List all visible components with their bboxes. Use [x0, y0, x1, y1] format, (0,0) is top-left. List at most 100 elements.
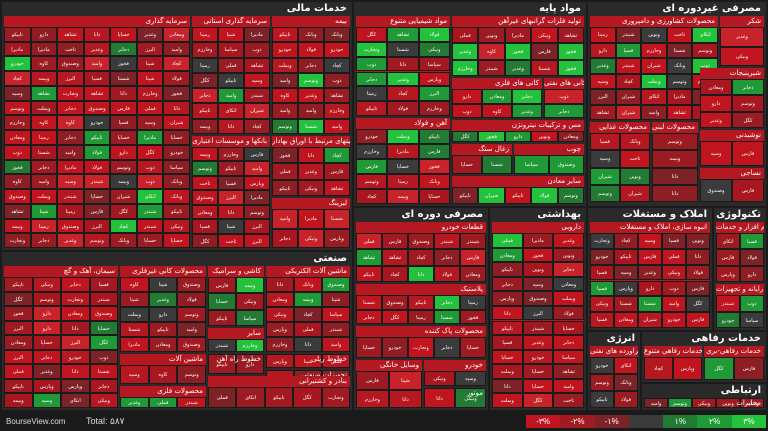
stock-tile[interactable]: شستا — [30, 144, 58, 160]
stock-tile[interactable]: شستا — [120, 322, 149, 337]
stock-tile[interactable]: تاپیکو — [4, 378, 33, 394]
stock-tile[interactable]: کچاد — [324, 147, 350, 164]
stock-tile[interactable]: البرز — [590, 89, 616, 105]
stock-tile[interactable]: سپاسا — [236, 309, 264, 326]
stock-tile[interactable]: وبانک — [163, 174, 190, 190]
stock-tile[interactable]: دانا — [492, 378, 523, 394]
stock-tile[interactable]: شبندر — [615, 27, 642, 43]
stock-tile[interactable]: وپارس — [418, 71, 450, 87]
stock-tile[interactable]: وغدیر — [720, 27, 764, 47]
stock-tile[interactable]: فولاد — [418, 27, 450, 42]
stock-tile[interactable]: فولاد — [531, 187, 558, 204]
stock-tile[interactable]: وسپه — [244, 72, 270, 89]
stock-tile[interactable]: کچاد — [644, 357, 673, 380]
stock-tile[interactable]: وبانک — [614, 374, 638, 391]
stock-tile[interactable]: وتوسم — [192, 161, 218, 176]
industry-roads[interactable]: تاپیکو دارو خطوط راه آهن — [208, 354, 264, 374]
industry-sugar[interactable]: وغدیر ونیکی شکر — [720, 16, 764, 66]
stock-tile[interactable]: شبندر — [177, 397, 206, 408]
stock-tile[interactable]: ذوب — [136, 174, 164, 190]
stock-tile[interactable]: وبملت — [553, 291, 584, 306]
stock-tile[interactable]: البرز — [244, 219, 270, 234]
stock-tile[interactable]: شبندر — [89, 291, 118, 307]
industry-pharma[interactable]: فملی مادیرا وغدیر ومعادن فخوز ونوین تاپیکو ونوی… — [492, 222, 584, 408]
stock-tile[interactable]: شستا — [434, 309, 460, 324]
stock-tile[interactable]: فملی — [322, 354, 350, 368]
industry-hardware[interactable]: شبندر ذوب خودرو سپاسا رایانه و تجهیزات — [716, 284, 764, 328]
stock-tile[interactable]: فولاد — [553, 305, 584, 321]
stock-tile[interactable]: فسپا — [492, 335, 523, 350]
stock-tile[interactable]: شپنا — [294, 354, 322, 368]
stock-tile[interactable]: وغدیر — [120, 397, 149, 408]
sector-energy[interactable]: انرژی خودرو اتکای وتوسم وبانک تاپیکو فولاد فراو… — [588, 332, 640, 410]
stock-tile[interactable]: خودرو — [61, 349, 90, 365]
stock-tile[interactable]: مادیرا — [136, 130, 164, 145]
stock-tile[interactable]: وخارزم — [266, 337, 294, 352]
stock-tile[interactable]: وبملت — [492, 364, 523, 379]
stock-tile[interactable]: فارس — [382, 233, 408, 250]
stock-tile[interactable]: ثاخت — [57, 41, 84, 57]
stock-tile[interactable]: وخارزم — [356, 389, 389, 408]
stock-tile[interactable]: دجابر — [553, 262, 584, 277]
stock-tile[interactable]: وخارزم — [641, 42, 667, 58]
stock-tile[interactable]: فولاد — [686, 264, 710, 281]
stock-tile[interactable]: مادیرا — [30, 41, 58, 57]
stock-tile[interactable]: دانا — [61, 320, 90, 336]
stock-tile[interactable]: کگل — [89, 335, 118, 350]
sector-telecom[interactable]: ارتباطی وامید وتوسم ونیکی ونوین وبملت مخابرات — [642, 384, 766, 410]
stock-tile[interactable]: کاوه — [30, 115, 58, 131]
stock-tile[interactable]: ثشاهد — [553, 364, 584, 379]
stock-tile[interactable]: رمپنا — [387, 174, 419, 189]
stock-tile[interactable]: وغدیر — [522, 335, 554, 350]
industry-agri[interactable]: رمپنا شبندر ونوین ثاخت اتکای دارو فسپا وخارزم شس… — [590, 16, 718, 120]
stock-tile[interactable]: شپنا — [218, 219, 244, 234]
stock-tile[interactable]: ومعادن — [61, 306, 90, 321]
stock-tile[interactable]: کگل — [293, 387, 322, 408]
stock-tile[interactable]: شستا — [387, 41, 419, 57]
stock-tile[interactable]: وسپه — [455, 371, 486, 386]
stock-tile[interactable]: شستا — [324, 209, 350, 229]
stock-tile[interactable]: وسپه — [57, 174, 84, 190]
sector-realestate[interactable]: املاک و مستغلات وتجارت کچاد وسپه فسپا ونوین خو… — [588, 208, 712, 330]
stock-tile[interactable]: وصندوق — [83, 100, 111, 116]
stock-tile[interactable]: مادیرا — [4, 41, 31, 57]
site-name[interactable]: BourseView.com — [6, 417, 66, 426]
stock-tile[interactable]: ونوین — [522, 262, 554, 277]
stock-tile[interactable]: دانا — [163, 100, 190, 116]
stock-tile[interactable]: وصندوق — [192, 190, 218, 205]
stock-tile[interactable]: اتکای — [136, 189, 164, 204]
stock-tile[interactable]: کچاد — [324, 57, 350, 73]
stock-tile[interactable]: البرز — [244, 233, 270, 248]
stock-tile[interactable]: وبملت — [30, 189, 58, 204]
stock-tile[interactable]: مادیرا — [387, 144, 419, 159]
stock-tile[interactable]: شیران — [638, 312, 662, 328]
stock-tile[interactable]: رمپنا — [192, 27, 218, 43]
stock-tile[interactable]: ونوین — [478, 27, 505, 44]
stock-tile[interactable]: مادیرا — [244, 27, 270, 43]
stock-tile[interactable]: فملی — [208, 387, 237, 408]
stock-tile[interactable]: رمپنا — [57, 203, 84, 219]
stock-tile[interactable]: ذوب — [662, 280, 686, 297]
stock-tile[interactable]: دانا — [83, 27, 111, 42]
stock-tile[interactable]: وتوسم — [32, 291, 61, 307]
industry-banks[interactable]: وبیمه وخارزم فارس وتوسم تاپیکو وامید ثاخت فسپا و… — [192, 136, 270, 248]
stock-tile[interactable]: رمپنا — [356, 86, 388, 102]
stock-tile[interactable]: تاپیکو — [208, 354, 236, 374]
stock-tile[interactable]: وپارس — [61, 378, 90, 394]
stock-tile[interactable]: خودرو — [590, 357, 614, 374]
stock-tile[interactable]: کچاد — [614, 233, 638, 249]
stock-tile[interactable]: وتوسم — [298, 72, 324, 89]
stock-tile[interactable]: ثاخت — [192, 175, 218, 191]
stock-tile[interactable]: تاپیکو — [218, 161, 244, 176]
stock-tile[interactable]: کگل — [110, 203, 137, 219]
stock-tile[interactable]: خودرو — [662, 312, 686, 328]
stock-tile[interactable]: وصندوق — [382, 295, 408, 310]
stock-tile[interactable]: وسپه — [700, 141, 732, 166]
stock-tile[interactable]: وامید — [83, 56, 111, 72]
stock-tile[interactable]: شبندر — [83, 174, 111, 190]
stock-tile[interactable]: دانا — [387, 56, 419, 72]
stock-tile[interactable]: وسپه — [4, 85, 31, 101]
stock-tile[interactable]: فخوز — [504, 43, 532, 60]
stock-tile[interactable]: ذوب — [324, 72, 350, 89]
stock-tile[interactable]: خساپا — [89, 320, 118, 336]
